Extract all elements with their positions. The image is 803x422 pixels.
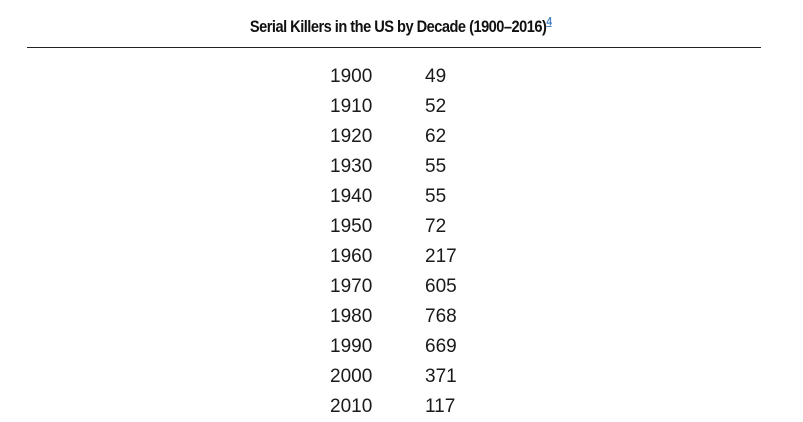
decade-cell: 1940 xyxy=(330,186,373,207)
table-row: 1950 72 xyxy=(330,212,505,242)
count-cell: 55 xyxy=(425,186,447,207)
decade-cell: 1950 xyxy=(330,216,373,237)
count-cell: 52 xyxy=(425,96,447,117)
table-row: 1930 55 xyxy=(330,152,505,182)
count-cell: 768 xyxy=(425,306,457,327)
decade-cell: 1910 xyxy=(330,96,373,117)
decade-cell: 2010 xyxy=(330,396,373,417)
decade-cell: 1990 xyxy=(330,336,373,357)
decade-cell: 1920 xyxy=(330,126,373,147)
table-row: 1990 669 xyxy=(330,332,505,362)
table-row: 1970 605 xyxy=(330,272,505,302)
table-row: 1910 52 xyxy=(330,92,505,122)
count-cell: 62 xyxy=(425,126,447,147)
decade-cell: 1900 xyxy=(330,66,373,87)
decade-cell: 1970 xyxy=(330,276,373,297)
table-row: 1920 62 xyxy=(330,122,505,152)
count-cell: 117 xyxy=(425,396,456,417)
table-title-text: Serial Killers in the US by Decade (1900… xyxy=(249,17,547,36)
data-table: 1900 49 1910 52 1920 62 1930 55 1940 55 … xyxy=(330,62,505,422)
table-title: Serial Killers in the US by Decade (1900… xyxy=(55,14,746,37)
decade-cell: 1980 xyxy=(330,306,373,327)
count-cell: 669 xyxy=(425,336,457,357)
table-row: 2010 117 xyxy=(330,392,505,422)
count-cell: 217 xyxy=(425,246,457,267)
table-row: 2000 371 xyxy=(330,362,505,392)
decade-cell: 1930 xyxy=(330,156,373,177)
footnote-link[interactable]: 4 xyxy=(546,14,552,29)
count-cell: 72 xyxy=(425,216,447,237)
decade-cell: 1960 xyxy=(330,246,373,267)
table-row: 1960 217 xyxy=(330,242,505,272)
table-row: 1980 768 xyxy=(330,302,505,332)
count-cell: 371 xyxy=(425,366,457,387)
count-cell: 55 xyxy=(425,156,447,177)
table-row: 1940 55 xyxy=(330,182,505,212)
decade-cell: 2000 xyxy=(330,366,373,387)
table-row: 1900 49 xyxy=(330,62,505,92)
title-divider xyxy=(27,47,761,48)
count-cell: 605 xyxy=(425,276,457,297)
count-cell: 49 xyxy=(425,66,447,87)
